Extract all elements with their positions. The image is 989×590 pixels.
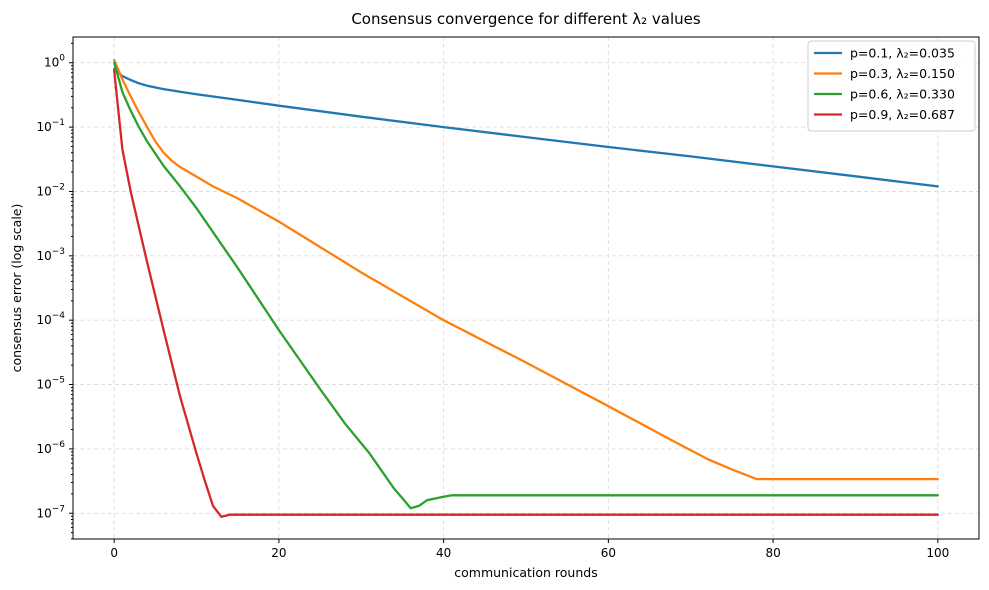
x-tick-label: 40 <box>436 546 451 560</box>
y-tick-label: 10−2 <box>36 182 65 198</box>
series-line-4 <box>113 69 939 518</box>
x-tick-label: 100 <box>926 546 949 560</box>
y-tick-label: 10−6 <box>36 440 65 456</box>
y-tick-label: 10−1 <box>36 118 65 134</box>
legend-label: p=0.3, λ₂=0.150 <box>850 66 955 81</box>
y-tick-label: 10−4 <box>36 311 65 327</box>
series-line-2 <box>113 58 939 481</box>
plot-area-frame <box>72 36 980 540</box>
legend-box <box>807 40 976 132</box>
legend-label: p=0.6, λ₂=0.330 <box>850 87 955 102</box>
x-tick-label: 20 <box>271 546 286 560</box>
series-line-1 <box>113 67 939 188</box>
x-tick-label: 80 <box>765 546 780 560</box>
y-tick-label: 10−5 <box>36 376 65 392</box>
series-line-3 <box>113 61 939 510</box>
y-tick-label: 10−3 <box>36 247 65 263</box>
y-tick-label: 100 <box>44 54 65 70</box>
ticks: 0 20 40 60 80 100 100 10−1 10−2 10−3 10−4 10−5 10−6 1… <box>36 42 949 560</box>
x-axis-label: communication rounds <box>454 565 597 580</box>
legend-label: p=0.9, λ₂=0.687 <box>850 107 955 122</box>
chart-title: Consensus convergence for different λ₂ v… <box>351 10 701 28</box>
series-layer <box>113 58 939 518</box>
x-tick-label: 0 <box>110 546 118 560</box>
x-tick-label: 60 <box>601 546 616 560</box>
y-tick-label: 10−7 <box>36 504 65 520</box>
legend: p=0.1, λ₂=0.035 p=0.3, λ₂=0.150 p=0.6, λ₂=… <box>807 40 976 132</box>
legend-label: p=0.1, λ₂=0.035 <box>850 46 955 61</box>
y-axis-label: consensus error (log scale) <box>9 204 24 373</box>
